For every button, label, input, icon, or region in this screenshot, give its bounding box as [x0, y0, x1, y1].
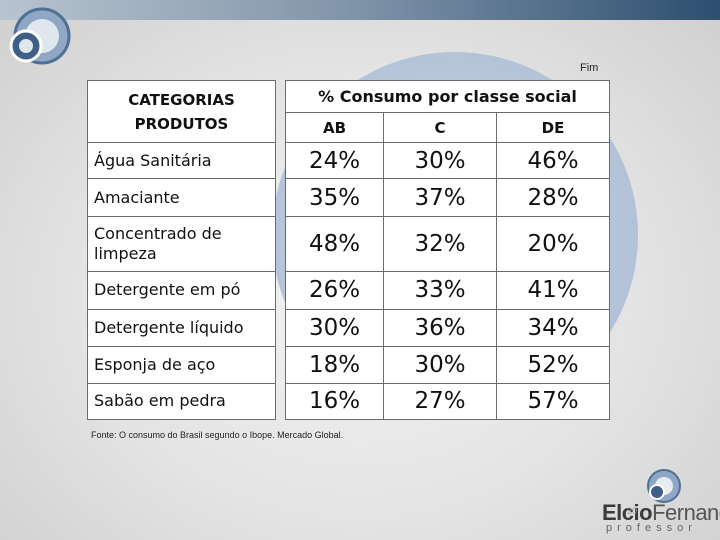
product-name: Detergente líquido	[87, 308, 276, 347]
value-c: 37%	[383, 178, 497, 218]
value-de: 41%	[496, 270, 610, 310]
table-row: Esponja de aço 18% 30% 52%	[87, 345, 610, 384]
value-ab: 35%	[285, 178, 384, 218]
value-de: 46%	[496, 142, 610, 180]
table-row: Concentrado de limpeza 48% 32% 20%	[87, 216, 610, 272]
product-name: Água Sanitária	[87, 142, 276, 180]
brand-name-light: Fernando	[652, 500, 720, 525]
value-de: 52%	[496, 345, 610, 384]
table-row: Amaciante 35% 37% 28%	[87, 178, 610, 218]
product-name: Amaciante	[87, 178, 276, 218]
table-row: Sabão em pedra 16% 27% 57%	[87, 382, 610, 421]
category-header-line1: CATEGORIAS	[128, 90, 235, 109]
class-header-c: C	[383, 112, 497, 144]
consumption-table: CATEGORIAS PRODUTOS % Consumo por classe…	[87, 79, 610, 421]
category-header-line2: PRODUTOS	[134, 114, 229, 133]
table-row: Detergente em pó 26% 33% 41%	[87, 270, 610, 310]
value-ab: 24%	[285, 142, 384, 180]
logo-rings-icon	[9, 7, 71, 65]
product-name: Esponja de aço	[87, 345, 276, 384]
table-row: Detergente líquido 30% 36% 34%	[87, 308, 610, 347]
page-number: 30	[627, 506, 638, 516]
brand-signature: ElcioFernando professor	[602, 500, 720, 536]
value-c: 30%	[383, 345, 497, 384]
class-header-ab: AB	[285, 112, 384, 144]
value-c: 32%	[383, 216, 497, 272]
value-ab: 18%	[285, 345, 384, 384]
product-name: Concentrado de limpeza	[87, 216, 276, 272]
class-header-de: DE	[496, 112, 610, 144]
value-de: 57%	[496, 382, 610, 421]
value-ab: 30%	[285, 308, 384, 347]
table-row: Água Sanitária 24% 30% 46%	[87, 142, 610, 180]
value-de: 34%	[496, 308, 610, 347]
consumption-header: % Consumo por classe social	[285, 79, 610, 114]
category-header: CATEGORIAS PRODUTOS	[87, 79, 276, 144]
value-de: 20%	[496, 216, 610, 272]
value-c: 33%	[383, 270, 497, 310]
value-ab: 16%	[285, 382, 384, 421]
value-de: 28%	[496, 178, 610, 218]
fim-link[interactable]: Fim	[580, 62, 599, 74]
brand-logo-icon	[647, 469, 681, 503]
top-bar	[0, 0, 720, 20]
value-c: 27%	[383, 382, 497, 421]
brand-name-bold: Elcio	[602, 500, 653, 525]
value-c: 30%	[383, 142, 497, 180]
value-ab: 26%	[285, 270, 384, 310]
brand-subtitle: professor	[606, 522, 697, 534]
value-c: 36%	[383, 308, 497, 347]
source-note: Fonte: O consumo do Brasil segundo o Ibo…	[91, 430, 344, 440]
product-name: Detergente em pó	[87, 270, 276, 310]
product-name: Sabão em pedra	[87, 382, 276, 421]
value-ab: 48%	[285, 216, 384, 272]
